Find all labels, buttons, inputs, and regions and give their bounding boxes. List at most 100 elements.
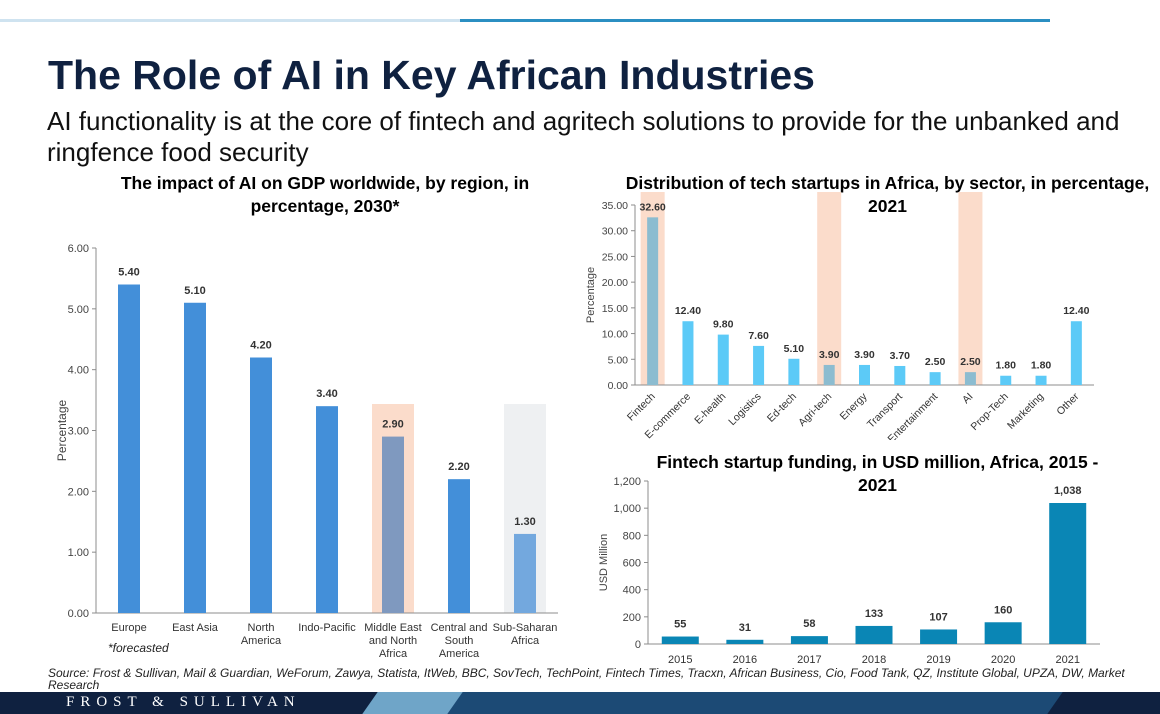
data-label: 31 bbox=[739, 622, 751, 634]
forecast-note: *forecasted bbox=[108, 641, 169, 655]
highlight-band-sectors-5 bbox=[817, 192, 842, 385]
bar-fintech bbox=[647, 217, 659, 385]
data-label: 5.10 bbox=[784, 343, 805, 355]
bar-transport bbox=[894, 365, 906, 385]
y-tick-label: 4.00 bbox=[68, 365, 89, 377]
x-tick-label: North America bbox=[241, 622, 282, 647]
x-tick-label: AI bbox=[960, 391, 976, 407]
y-tick-label: 200 bbox=[623, 612, 641, 624]
bar-agri-tech bbox=[823, 364, 835, 385]
y-tick-label: 30.00 bbox=[602, 226, 628, 238]
y-tick-label: 800 bbox=[623, 530, 641, 542]
highlight-band-sectors-9 bbox=[958, 192, 983, 385]
data-label: 2.50 bbox=[925, 356, 946, 368]
brand-logo: FROST & SULLIVAN bbox=[66, 694, 301, 710]
data-label: 2.50 bbox=[960, 356, 981, 368]
y-tick-label: 0.00 bbox=[68, 608, 89, 620]
x-tick-label: Agri-tech bbox=[796, 391, 834, 429]
y-tick-label: 1,200 bbox=[613, 476, 641, 488]
gdp-chart: 0.00 1.00 2.00 3.00 4.00 5.00 6.00 Percentage 5.… bbox=[55, 243, 558, 660]
y-tick-label: 600 bbox=[623, 558, 641, 570]
bar-sub-saharan-africa bbox=[514, 533, 536, 613]
bar-e-health bbox=[717, 334, 729, 385]
x-tick-label: Logistics bbox=[726, 391, 763, 428]
x-tick-label: Marketing bbox=[1005, 391, 1046, 432]
y-tick-label: 20.00 bbox=[602, 277, 628, 289]
y-tick-label: 400 bbox=[623, 585, 641, 597]
top-accent-bar bbox=[0, 19, 1050, 22]
data-label: 9.80 bbox=[713, 319, 734, 331]
x-tick-label: Europe bbox=[111, 622, 146, 634]
bar-other bbox=[1070, 321, 1082, 385]
x-tick-label: 2015 bbox=[668, 654, 692, 666]
y-axis-label: Percentage bbox=[55, 399, 69, 461]
x-tick-label: Other bbox=[1054, 390, 1081, 417]
data-label: 3.40 bbox=[316, 388, 337, 400]
data-label: 2.90 bbox=[382, 419, 403, 431]
x-tick-label: 2020 bbox=[991, 654, 1015, 666]
x-tick-label: Ed-tech bbox=[765, 391, 799, 425]
y-tick-label: 35.00 bbox=[602, 200, 628, 212]
x-tick-label: 2016 bbox=[733, 654, 757, 666]
bar-ai bbox=[964, 372, 976, 385]
bar-central-and-south-america bbox=[448, 479, 470, 613]
y-tick-label: 15.00 bbox=[602, 303, 628, 315]
y-tick-label: 0 bbox=[635, 639, 641, 651]
data-label: 1.30 bbox=[514, 516, 535, 528]
bar-e-commerce bbox=[682, 321, 694, 385]
bar-europe bbox=[118, 284, 140, 613]
bar-2020 bbox=[984, 622, 1022, 644]
bar-indo-pacific bbox=[316, 406, 338, 613]
bar-logistics bbox=[753, 345, 765, 385]
data-label: 32.60 bbox=[640, 201, 666, 213]
x-tick-label: E-health bbox=[692, 391, 728, 427]
page-subtitle: AI functionality is at the core of finte… bbox=[47, 106, 1120, 167]
bar-2016 bbox=[726, 639, 764, 644]
y-tick-label: 5.00 bbox=[608, 354, 629, 366]
bar-2015 bbox=[661, 636, 699, 644]
gdp-chart-title: The impact of AI on GDP worldwide, by re… bbox=[120, 173, 530, 216]
bar-2017 bbox=[790, 636, 828, 644]
x-tick-label: 2019 bbox=[926, 654, 950, 666]
data-label: 4.20 bbox=[250, 340, 271, 352]
bar-north-america bbox=[250, 357, 272, 613]
data-label: 12.40 bbox=[1063, 305, 1089, 317]
footer-bar: FROST & SULLIVAN bbox=[0, 692, 1160, 714]
x-tick-label: 2017 bbox=[797, 654, 821, 666]
y-tick-label: 6.00 bbox=[68, 243, 89, 255]
data-label: 3.90 bbox=[819, 349, 840, 361]
y-tick-label: 5.00 bbox=[68, 304, 89, 316]
y-tick-label: 2.00 bbox=[68, 486, 89, 498]
bar-middle-east-and-north-africa bbox=[382, 436, 404, 613]
x-tick-label: Sub-Saharan Africa bbox=[493, 622, 558, 647]
data-label: 3.90 bbox=[854, 349, 875, 361]
data-label: 55 bbox=[674, 619, 686, 631]
x-tick-label: 2018 bbox=[862, 654, 886, 666]
funding-chart-title: Fintech startup funding, in USD million,… bbox=[656, 452, 1099, 495]
x-tick-label: Middle East and North Africa bbox=[364, 622, 421, 660]
data-label: 133 bbox=[865, 608, 883, 620]
bar-energy bbox=[859, 364, 870, 385]
bar-ed-tech bbox=[788, 358, 800, 385]
source-citation: Source: Frost & Sullivan, Mail & Guardia… bbox=[48, 667, 1125, 692]
data-label: 7.60 bbox=[748, 330, 769, 342]
data-label: 160 bbox=[994, 604, 1012, 616]
data-label: 58 bbox=[803, 618, 815, 630]
page-title: The Role of AI in Key African Industries bbox=[48, 52, 815, 98]
y-tick-label: 1.00 bbox=[68, 547, 89, 559]
bar-2019 bbox=[920, 629, 958, 644]
data-label: 1.80 bbox=[996, 360, 1017, 372]
sectors-chart-title: Distribution of tech startups in Africa,… bbox=[625, 173, 1150, 216]
data-label: 107 bbox=[929, 611, 947, 623]
data-label: 1.80 bbox=[1031, 360, 1052, 372]
data-label: 5.10 bbox=[184, 285, 205, 297]
bar-prop-tech bbox=[1000, 375, 1012, 385]
x-tick-label: East Asia bbox=[172, 622, 219, 634]
y-tick-label: 10.00 bbox=[602, 329, 628, 341]
x-tick-label: Central and South America bbox=[431, 622, 488, 660]
sectors-chart: 0.00 5.00 10.00 15.00 20.00 25.00 30.00 35.00 Pe… bbox=[585, 192, 1094, 440]
y-axis-label: USD Million bbox=[598, 534, 610, 591]
bar-east-asia bbox=[184, 302, 206, 613]
x-tick-label: 2021 bbox=[1055, 654, 1079, 666]
x-tick-label: Energy bbox=[838, 390, 871, 423]
